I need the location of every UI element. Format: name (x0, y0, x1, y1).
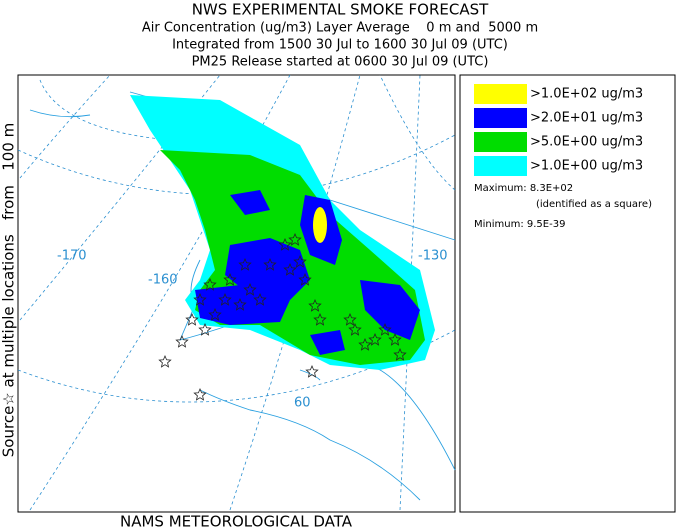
source-star (218, 292, 232, 306)
legend-swatch (474, 156, 527, 176)
source-star (368, 332, 382, 346)
maximum-note: (identified as a square) (536, 199, 652, 210)
source-star (203, 277, 217, 291)
source-star (243, 282, 257, 296)
source-star (283, 262, 297, 276)
source-star (233, 297, 247, 311)
map-label: -130 (418, 249, 448, 264)
source-star (298, 272, 312, 286)
source-star (278, 237, 292, 251)
source-star (393, 347, 407, 361)
source-star (158, 354, 172, 368)
source-star (238, 257, 252, 271)
maximum: Maximum: 8.3E+02 (474, 183, 573, 194)
plume (130, 95, 435, 370)
source-star (175, 334, 189, 348)
plume-blue (310, 330, 345, 355)
source-star (193, 387, 207, 401)
title: NWS EXPERIMENTAL SMOKE FORECAST (192, 1, 489, 19)
source-star (343, 312, 357, 326)
source-star (378, 322, 392, 336)
source-star (388, 332, 402, 346)
source-star (288, 232, 302, 246)
source-star (358, 337, 372, 351)
source-star (193, 292, 207, 306)
subtitle: PM25 Release started at 0600 30 Jul 09 (… (192, 55, 489, 70)
legend-label: >1.0E+02 ug/m3 (530, 87, 643, 102)
plume-blue (230, 190, 270, 215)
source-star (305, 364, 319, 378)
legend: Maximum: 8.3E+02 (identified as a square… (459, 74, 676, 513)
plume-yellow (313, 207, 327, 243)
source-markers (158, 232, 407, 401)
plume-blue (360, 280, 420, 340)
minimum: Minimum: 9.5E-39 (474, 219, 565, 230)
legend-swatch (474, 108, 527, 128)
source-star (348, 322, 362, 336)
map: -170 -160 -130 60 (17, 74, 456, 513)
legend-label: >1.0E+00 ug/m3 (530, 159, 643, 174)
side-label: Source☆ at multiple locations from 100 m (0, 123, 18, 457)
source-star (313, 312, 327, 326)
source-star (293, 254, 307, 268)
source-star (198, 322, 212, 336)
legend-swatch (474, 84, 527, 104)
legend-label: >5.0E+00 ug/m3 (530, 135, 643, 150)
map-label: -170 (57, 249, 87, 264)
source-star (253, 292, 267, 306)
subtitle: Air Concentration (ug/m3) Layer Average … (142, 21, 538, 36)
legend-swatch (474, 132, 527, 152)
source-star (208, 307, 222, 321)
source-star (185, 312, 199, 326)
subtitle: Integrated from 1500 30 Jul to 1600 30 J… (172, 38, 508, 53)
footer: NAMS METEOROLOGICAL DATA (120, 513, 353, 531)
map-label: -160 (148, 273, 178, 288)
source-star (263, 257, 277, 271)
map-label: 60 (294, 396, 311, 411)
legend-label: >2.0E+01 ug/m3 (530, 111, 643, 126)
source-star (308, 298, 322, 312)
source-star (223, 272, 237, 286)
